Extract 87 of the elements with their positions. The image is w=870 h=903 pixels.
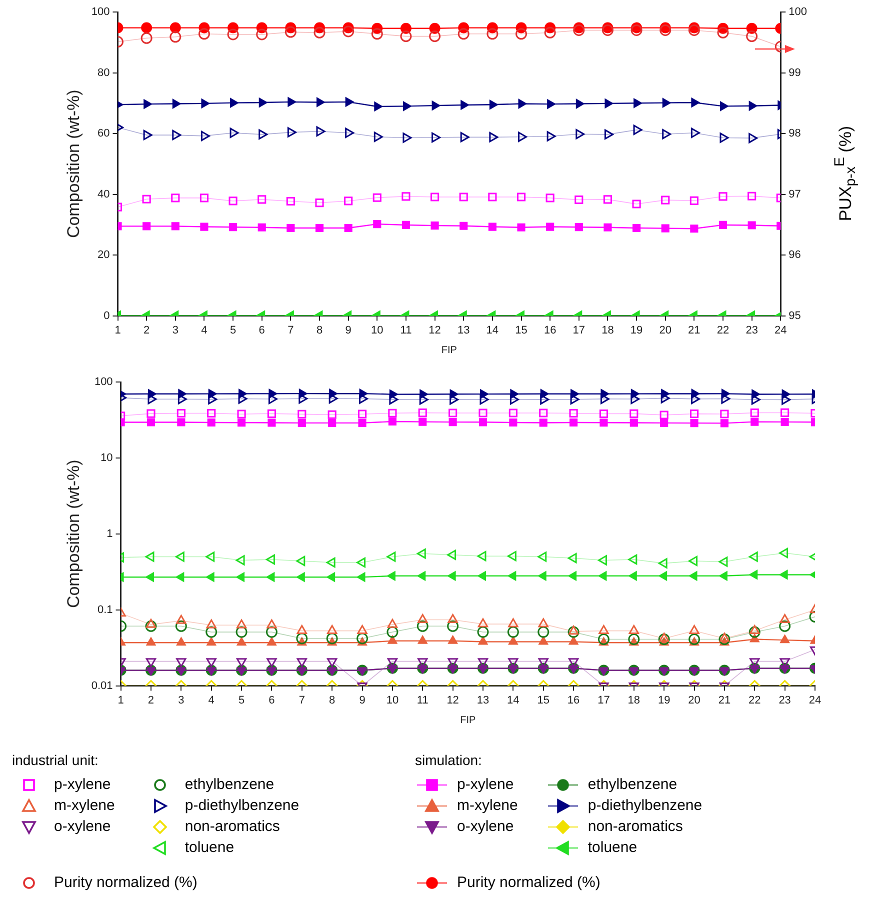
legend-label: ethylbenzene: [184, 776, 274, 793]
x-tick-label: 22: [716, 324, 730, 336]
y-tick-label: 100: [94, 376, 113, 388]
x-tick-label: 1: [118, 694, 124, 706]
x-tick-label: 22: [748, 694, 761, 706]
x-tick-label: 18: [602, 324, 614, 336]
legend-label: Purity normalized (%): [457, 874, 600, 891]
x-tick-label: 7: [288, 324, 294, 336]
y-tick-label: 20: [98, 249, 110, 262]
legend-label: m-xylene: [457, 797, 518, 814]
x-tick-label: 21: [718, 694, 731, 706]
y-tick-label: 40: [98, 188, 110, 200]
y2-tick-label: 100: [788, 6, 808, 18]
y-axis-title: Composition (wt-%): [64, 90, 83, 238]
x-tick-label: 13: [476, 694, 490, 706]
x-tick-label: 23: [746, 324, 758, 336]
text: simulation:: [415, 752, 483, 768]
x-tick-label: 12: [446, 694, 459, 706]
legend-label: p-xylene: [54, 776, 111, 793]
legend-label: non-aromatics: [184, 818, 280, 835]
x-tick-label: 4: [208, 694, 214, 706]
x-axis-title: FIP: [460, 714, 476, 726]
legend-label: o-xylene: [457, 818, 514, 835]
x-tick-label: 13: [457, 324, 470, 336]
x-tick-label: 19: [658, 694, 670, 706]
x-tick-label: 2: [148, 694, 154, 706]
x-tick-label: 17: [572, 324, 586, 336]
legend-label: ethylbenzene: [588, 776, 678, 793]
legend-label: toluene: [588, 839, 638, 856]
x-tick-label: 14: [486, 324, 499, 336]
y-tick-label: 1: [106, 528, 113, 540]
x-tick-label: 2: [144, 324, 150, 336]
x-tick-label: 9: [359, 694, 366, 706]
legend-label: toluene: [184, 839, 234, 856]
y2-tick-label: 96: [788, 249, 801, 262]
x-tick-label: 20: [659, 324, 672, 336]
x-tick-label: 12: [428, 324, 441, 336]
x-tick-label: 1: [114, 324, 121, 336]
x-tick-label: 16: [544, 324, 556, 336]
x-tick-label: 6: [258, 324, 265, 336]
legend-label: non-aromatics: [588, 818, 683, 835]
x-tick-label: 3: [178, 694, 184, 706]
x-tick-label: 24: [774, 324, 787, 336]
legend-title: industrial unit:: [12, 752, 100, 768]
y-tick-label: 60: [98, 128, 110, 140]
x-tick-label: 15: [537, 694, 550, 706]
x-tick-label: 11: [400, 324, 412, 336]
x-tick-label: 5: [230, 324, 236, 336]
x-tick-label: 17: [598, 694, 610, 706]
y2-tick-label: 98: [788, 128, 801, 140]
x-tick-label: 10: [386, 694, 399, 706]
y-tick-label: 100: [91, 6, 110, 18]
x-tick-label: 24: [808, 694, 822, 706]
y-tick-label: 80: [98, 66, 110, 79]
x-tick-label: 7: [298, 694, 305, 706]
x-tick-label: 23: [778, 694, 791, 706]
legend-label: p-diethylbenzene: [184, 797, 300, 814]
x-tick-label: 8: [329, 694, 336, 706]
x-tick-label: 14: [507, 694, 520, 706]
x-tick-label: 6: [268, 694, 275, 706]
x-tick-label: 11: [416, 694, 428, 706]
y-tick-label: 0.1: [98, 604, 113, 616]
x-tick-label: 16: [567, 694, 580, 706]
x-tick-label: 5: [238, 694, 245, 706]
legend-label: o-xylene: [54, 818, 111, 835]
x-tick-label: 21: [688, 324, 700, 336]
x-tick-label: 18: [628, 694, 640, 706]
legend-label: m-xylene: [54, 797, 115, 814]
legend-label: p-diethylbenzene: [588, 797, 702, 814]
x-tick-label: 20: [688, 694, 700, 706]
legend-label: Purity normalized (%): [54, 874, 198, 891]
x-tick-label: 15: [515, 324, 528, 336]
x-tick-label: 3: [172, 324, 178, 336]
y2-tick-label: 99: [788, 66, 801, 79]
y2-tick-label: 97: [788, 188, 801, 200]
y2-tick-label: 95: [788, 310, 801, 322]
x-tick-label: 4: [201, 324, 208, 336]
y-tick-label: 0: [104, 310, 110, 322]
x-tick-label: 10: [371, 324, 384, 336]
y-tick-label: 10: [100, 452, 113, 464]
y-tick-label: 0.01: [91, 680, 113, 692]
x-tick-label: 9: [345, 324, 352, 336]
x-tick-label: 19: [630, 324, 643, 336]
legend-label: p-xylene: [457, 776, 514, 793]
y-axis-title: Composition (wt-%): [64, 460, 83, 608]
x-axis-title: FIP: [441, 344, 458, 356]
x-tick-label: 8: [316, 324, 323, 336]
